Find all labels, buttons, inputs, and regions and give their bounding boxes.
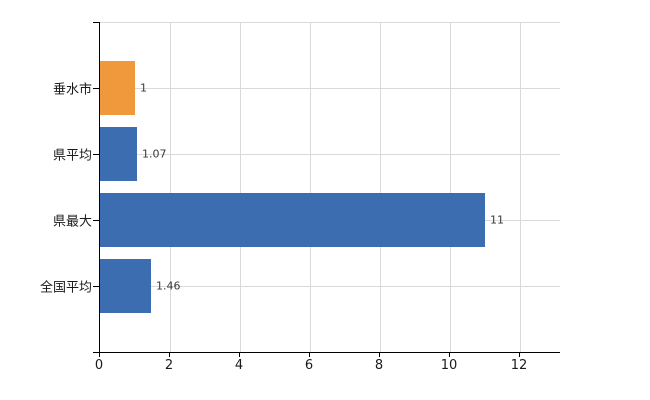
bar-1 (100, 127, 137, 181)
y-axis-tick (93, 154, 99, 155)
vertical-gridline (240, 22, 241, 352)
horizontal-gridline (100, 154, 560, 155)
vertical-gridline (310, 22, 311, 352)
bar-0 (100, 61, 135, 115)
x-axis-tick (519, 352, 520, 357)
vertical-gridline (380, 22, 381, 352)
x-tick-label: 10 (440, 358, 458, 373)
value-label: 1.07 (142, 147, 167, 161)
value-label: 11 (490, 213, 504, 227)
value-label: 1.46 (156, 279, 181, 293)
bar-3 (100, 259, 151, 313)
x-axis-tick (99, 352, 100, 357)
vertical-gridline (520, 22, 521, 352)
x-axis-tick (379, 352, 380, 357)
horizontal-gridline (100, 286, 560, 287)
value-label: 1 (140, 81, 147, 95)
x-axis-tick (239, 352, 240, 357)
x-tick-label: 12 (510, 358, 528, 373)
x-tick-label: 6 (304, 358, 314, 373)
category-label-2: 県最大 (52, 214, 92, 230)
category-label-0: 垂水市 (52, 82, 92, 98)
vertical-gridline (450, 22, 451, 352)
horizontal-gridline (100, 88, 560, 89)
y-axis-tick (93, 88, 99, 89)
bar-2 (100, 193, 485, 247)
y-axis-tick (93, 286, 99, 287)
y-axis-tick (93, 22, 99, 23)
x-tick-label: 8 (374, 358, 384, 373)
x-axis-tick (169, 352, 170, 357)
category-label-1: 県平均 (52, 148, 92, 164)
x-tick-label: 0 (94, 358, 104, 373)
plot-area: 1 1.07 11 1.46 (93, 22, 561, 353)
vertical-gridline (170, 22, 171, 352)
x-axis-line (93, 352, 560, 353)
x-axis-tick (309, 352, 310, 357)
x-tick-label: 4 (234, 358, 244, 373)
y-axis-tick (93, 220, 99, 221)
category-label-3: 全国平均 (39, 280, 92, 296)
plot-top-border (100, 22, 560, 23)
x-axis-tick (449, 352, 450, 357)
x-tick-label: 2 (164, 358, 174, 373)
